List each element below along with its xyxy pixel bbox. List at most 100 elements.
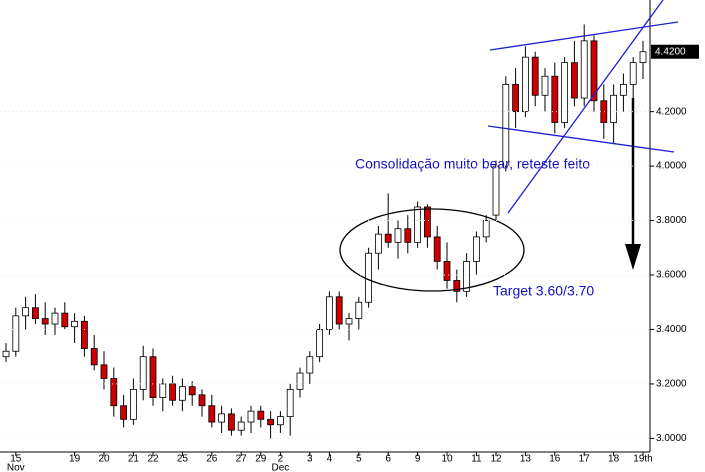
candle-body [316,329,324,358]
candle-body [81,320,88,349]
annotation: Consolidação muito bear, reteste feito [355,156,590,172]
candle-body [522,56,529,113]
candle-body [139,356,147,390]
candle-body [629,62,637,85]
candle-body [531,56,539,96]
candle-body [335,296,343,325]
candle-body [472,236,480,262]
candle-body [463,260,471,292]
last-price-box [651,44,699,59]
y-tick-label: 3.6000 [656,270,687,281]
candle-body [580,40,588,99]
candle-body [365,252,373,303]
candle-body [345,318,353,325]
x-month-label: Nov [7,463,25,472]
candle-body [502,84,510,167]
x-tick-label: 4 [327,454,333,465]
candle-body [257,410,265,420]
y-tick-label: 3.2000 [656,379,687,390]
x-tick-label: 19 [69,454,81,465]
x-tick-label: 29 [255,454,267,465]
candle-body [198,394,206,407]
x-tick-label: 12 [490,454,502,465]
trend-line-bottom [487,125,675,153]
y-tick-label: 3.0000 [656,433,687,444]
x-tick-label: 26 [206,454,218,465]
x-tick-label: 9 [415,454,421,465]
x-tick-label: 20 [98,454,110,465]
candle-body [541,75,549,96]
candle-body [423,206,431,238]
candle-body [218,413,226,423]
x-tick-label: 10 [441,454,453,465]
x-tick-label: 21 [128,454,140,465]
candle-body [178,386,186,401]
x-tick-label: 22 [147,454,159,465]
candle-body [227,413,235,431]
candle-body [414,206,422,243]
candle-body [433,236,441,262]
candle-body [620,84,627,96]
x-month-label: Dec [272,463,290,472]
candle-body [639,51,647,64]
x-tick-label: 19th [633,454,652,465]
candle-body [129,388,137,420]
x-tick-label: 18 [608,454,620,465]
candle-body [325,296,333,330]
candle-body [51,312,59,325]
candle-body [482,220,490,238]
candle-body [100,364,108,379]
candle-body [355,301,363,319]
candle-body [296,372,304,390]
last-price-label: 4.4200 [655,46,686,57]
candle-body [267,418,275,426]
trend-line-top [489,21,679,51]
x-tick-label: 11 [471,454,482,465]
candle-body [71,320,78,328]
candle-body [22,307,30,317]
candle-body [41,318,49,325]
candle-body [12,315,20,352]
candle-body [149,356,157,398]
y-tick-label: 3.4000 [656,324,687,335]
candle-body [404,228,412,243]
x-tick-label: 16 [549,454,561,465]
x-tick-label: 3 [307,454,313,465]
x-tick-label: 5 [356,454,362,465]
candle-body [551,75,559,123]
x-tick-label: 25 [177,454,189,465]
candle-body [394,228,402,243]
x-tick-label: 15 [10,454,22,465]
y-tick-label: 4.2000 [656,106,687,117]
consolidation-ellipse [339,208,525,292]
candle-body [247,410,255,423]
candle-body [90,348,98,366]
candle-body [120,405,127,420]
candle-body [286,388,294,418]
candle-body [2,350,10,358]
candle-body [610,94,617,123]
support-line [507,0,664,214]
candle-body [492,165,500,216]
y-tick-label: 4.0000 [656,161,687,172]
candle-body [169,383,177,401]
candle-body [276,416,284,426]
candle-body [61,312,69,328]
candle-body [561,62,568,123]
candle-body [571,62,578,99]
candle-body [32,307,39,319]
candle-body [374,233,382,254]
candle-body [590,40,598,102]
candle-body [306,356,314,374]
candle-body [237,421,245,431]
plot [2,24,647,439]
annotation: Target 3.60/3.70 [493,283,594,299]
candle-body [208,405,216,423]
x-tick-label: 27 [236,454,248,465]
candle-body [384,233,392,243]
x-tick-label: 2 [278,454,284,465]
y-tick-label: 3.8000 [656,215,687,226]
